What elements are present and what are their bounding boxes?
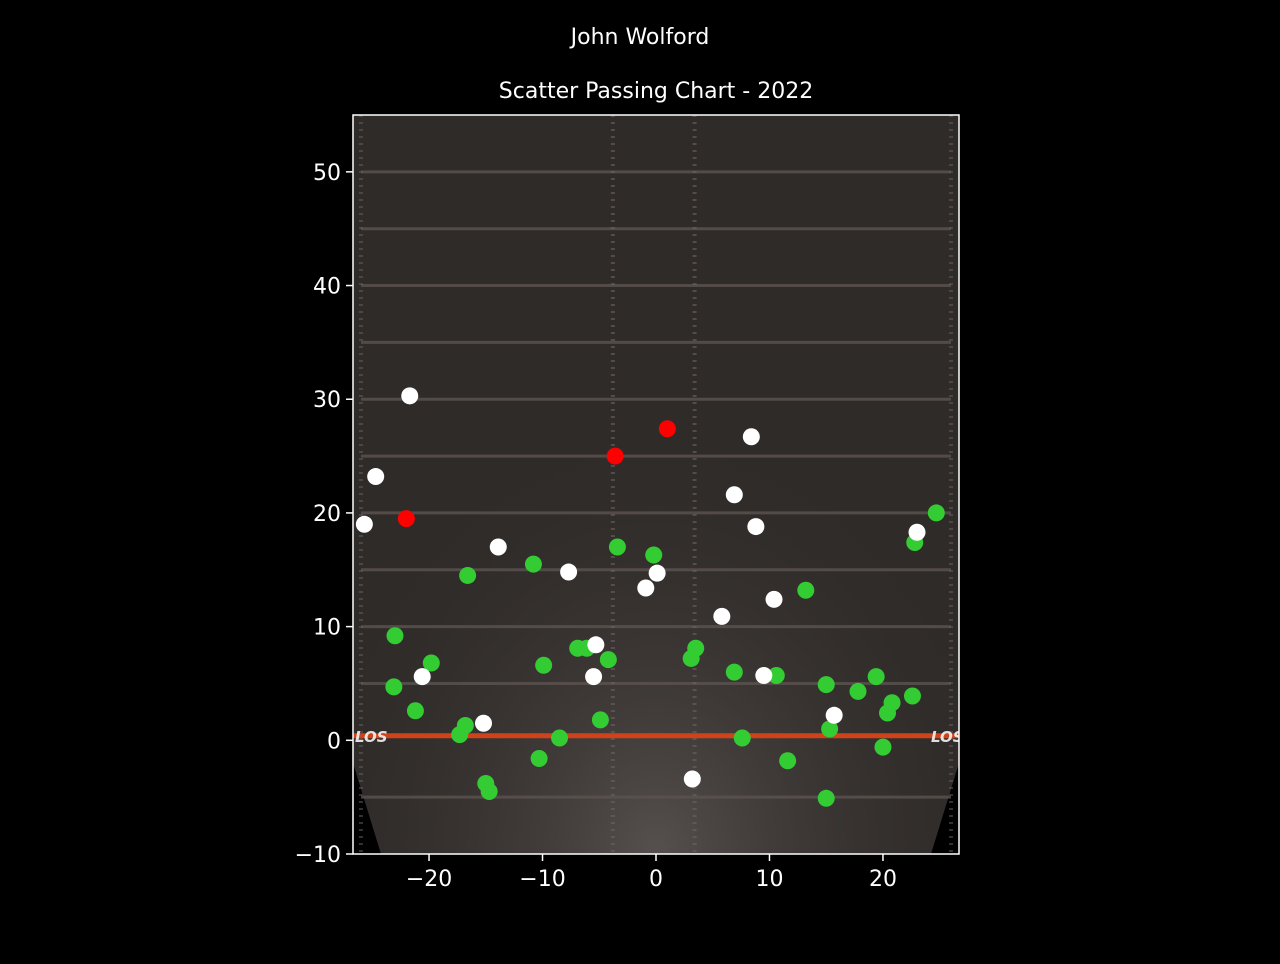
x-tick-label: 10 [755, 867, 783, 892]
los-label-right: LOS [931, 728, 964, 746]
pass-point [658, 420, 676, 438]
pass-point [825, 706, 843, 724]
y-tick-label: 20 [313, 502, 341, 527]
pass-point [765, 590, 783, 608]
pass-point [475, 714, 493, 732]
chart-suptitle: John Wolford [569, 25, 710, 50]
x-tick-label: 20 [869, 867, 897, 892]
los-label-left: LOS [355, 728, 388, 746]
pass-point [648, 564, 666, 582]
pass-point [755, 667, 773, 685]
field-corner-left [353, 763, 381, 854]
pass-point [355, 515, 373, 533]
pass-point [367, 468, 385, 486]
pass-point [725, 663, 743, 681]
pass-point [683, 770, 701, 788]
pass-point [406, 702, 424, 720]
pass-point [560, 563, 578, 581]
pass-point [422, 654, 440, 672]
pass-point [883, 694, 901, 712]
pass-point [742, 428, 760, 446]
pass-point [817, 676, 835, 694]
x-tick-label: 0 [649, 867, 663, 892]
x-tick-label: −20 [406, 867, 452, 892]
pass-point [459, 566, 477, 584]
pass-point [797, 581, 815, 599]
y-tick-label: −10 [295, 843, 341, 868]
pass-point [725, 486, 743, 504]
pass-point [535, 656, 553, 674]
pass-point [767, 667, 785, 685]
pass-point [733, 729, 751, 747]
chart-title: Scatter Passing Chart - 2022 [499, 79, 813, 104]
pass-point [530, 749, 548, 767]
pass-point [489, 538, 507, 556]
field-corner-right [931, 763, 959, 854]
pass-point [817, 789, 835, 807]
y-tick-label: 0 [327, 729, 341, 754]
y-tick-label: 10 [313, 616, 341, 641]
football-field: LOS LOS [353, 115, 964, 854]
pass-point [713, 607, 731, 625]
y-tick-label: 50 [313, 161, 341, 186]
y-tick-label: 40 [313, 275, 341, 300]
pass-point [908, 523, 926, 541]
pass-point [747, 518, 765, 536]
pass-point [413, 668, 431, 686]
pass-point [779, 752, 797, 770]
pass-point [524, 555, 542, 573]
pass-point [451, 726, 469, 744]
pass-point [386, 627, 404, 645]
pass-point [821, 720, 839, 738]
pass-point [608, 538, 626, 556]
pass-point [591, 711, 609, 729]
pass-point [585, 668, 603, 686]
pass-point [599, 651, 617, 669]
pass-point [927, 504, 945, 522]
pass-point [849, 682, 867, 700]
pass-point [645, 546, 663, 564]
y-axis: −10 0 10 20 30 40 50 [295, 161, 353, 868]
pass-point [903, 687, 921, 705]
pass-point [874, 738, 892, 756]
pass-point [397, 510, 415, 528]
pass-point [637, 579, 655, 597]
pass-point [551, 729, 569, 747]
pass-point [401, 387, 419, 405]
pass-point [480, 782, 498, 800]
x-tick-label: −10 [519, 867, 565, 892]
pass-point [587, 636, 605, 654]
y-tick-label: 30 [313, 388, 341, 413]
pass-point [606, 447, 624, 465]
pass-point [385, 678, 403, 696]
field-glow [353, 115, 959, 854]
pass-point [687, 639, 705, 657]
pass-point [867, 668, 885, 686]
x-axis: −20 −10 0 10 20 [406, 854, 897, 892]
scatter-points [355, 387, 945, 807]
